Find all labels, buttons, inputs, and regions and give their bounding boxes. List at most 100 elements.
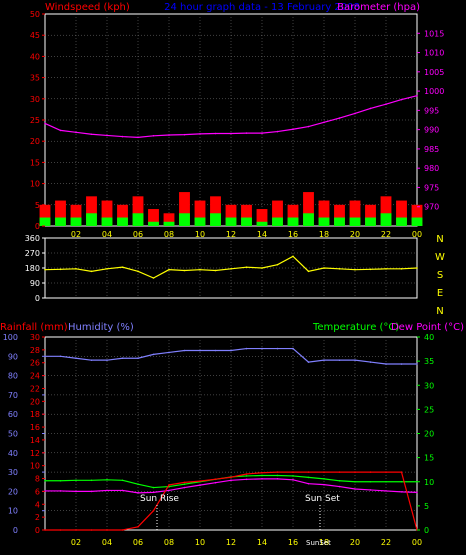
rainfall-axis-tick-label: 6: [35, 487, 40, 496]
temperature-axis-tick-label: 35: [424, 357, 434, 366]
direction-line-point: [385, 268, 387, 270]
direction-axis-tick-label: 270: [25, 249, 40, 258]
direction-axis-tick-label: 180: [25, 264, 40, 273]
wind-average-bar: [334, 217, 345, 226]
humidity-line-point: [323, 359, 325, 361]
wind-gust-bar: [55, 200, 66, 226]
header-rainfall: Rainfall (mm): [0, 322, 68, 333]
rainfall-axis-tick-label: 10: [30, 462, 40, 471]
humidity-line-point: [276, 347, 279, 350]
direction-line-point: [183, 269, 186, 272]
rainfall-axis-tick-label: 28: [30, 346, 40, 355]
direction-line-point: [44, 268, 46, 271]
top-x-tick-label: 14: [257, 230, 267, 239]
temperature-line-point: [354, 480, 356, 483]
rainfall-line-point: [369, 471, 372, 473]
rainfall-line-point: [276, 471, 279, 473]
header-windspeed: Windspeed (kph): [45, 2, 130, 13]
dewpoint-line-point: [75, 490, 77, 493]
barometer-axis-tick-label: 1005: [424, 68, 444, 77]
humidity-line-point: [230, 349, 232, 352]
temperature-line-point: [338, 479, 341, 482]
humidity-axis-tick-label: 60: [8, 410, 18, 419]
wind-gust-bar: [287, 204, 299, 226]
temperature-line-point: [245, 475, 248, 477]
wind-gust-bar: [70, 204, 82, 226]
rainfall-line-point: [385, 471, 387, 473]
dewpoint-line-point: [307, 482, 310, 485]
compass-label: S: [437, 270, 443, 281]
sunset-label: Sun Set: [305, 494, 340, 504]
windspeed-axis-tick-label: 30: [30, 95, 40, 104]
top-x-tick-label: 00: [412, 230, 422, 239]
temperature-line-point: [307, 476, 310, 479]
barometer-axis: 970 975 980 985 990 995 1000 1005 1010 1015: [417, 29, 444, 212]
top-x-tick-label: 06: [133, 230, 143, 239]
barometer-line-point: [168, 134, 170, 136]
humidity-axis-tick-label: 20: [8, 487, 18, 496]
rainfall-axis-tick-label: 2: [35, 513, 40, 522]
barometer-line-point: [261, 132, 263, 134]
barometer-axis-tick-label: 970: [424, 203, 439, 212]
compass-label: N: [436, 234, 443, 245]
bottom-x-tick-label: 02: [71, 538, 81, 547]
temperature-line-point: [90, 479, 93, 482]
dewpoint-line-point: [90, 490, 93, 493]
temperature-line-point: [137, 483, 139, 485]
barometer-line-point: [152, 135, 155, 137]
compass-label: E: [437, 288, 443, 299]
top-x-tick-label: 16: [288, 230, 298, 239]
temperature-line-point: [400, 480, 403, 483]
wind-average-bar: [287, 217, 299, 226]
rainfall-line-point: [307, 471, 310, 473]
rainfall-line-point: [59, 529, 62, 531]
rainfall-line-point: [338, 471, 341, 473]
wind-gust-bar: [396, 200, 407, 226]
wind-average-bar: [86, 213, 97, 226]
wind-gust-bar: [225, 204, 237, 226]
temperature-line-point: [75, 479, 77, 482]
wind-average-bar: [132, 213, 144, 226]
temperature-line-point: [183, 483, 186, 485]
rainfall-line-point: [323, 471, 325, 473]
humidity-axis-tick-label: 40: [8, 449, 18, 458]
temperature-axis-tick-label: 40: [424, 333, 434, 342]
direction-line-point: [214, 269, 217, 272]
barometer-line-point: [276, 130, 279, 133]
rainfall-line-point: [354, 471, 356, 473]
wind-average-bar: [349, 217, 361, 226]
wind-average-bar: [117, 217, 128, 226]
bottom-x-tick-label: 16: [288, 538, 298, 547]
humidity-line-point: [59, 355, 62, 358]
wind-average-bar: [241, 217, 252, 226]
temperature-line-point: [59, 479, 62, 482]
direction-line-point: [245, 266, 248, 268]
bottom-x-tick-label: 06: [133, 538, 143, 547]
dewpoint-line-point: [59, 490, 62, 492]
wind-gust-bar: [411, 204, 423, 226]
humidity-line-point: [400, 363, 403, 365]
wind-gust-bar: [241, 204, 252, 226]
bottom-x-tick-label: 22: [381, 538, 391, 547]
humidity-axis-tick-label: 10: [8, 507, 18, 516]
wind-average-bar: [225, 217, 237, 226]
wind-average-bar: [380, 213, 392, 226]
dewpoint-line-point: [338, 485, 341, 488]
barometer-series: [44, 94, 418, 139]
humidity-line-point: [106, 359, 108, 361]
dewpoint-series: [44, 478, 418, 494]
dewpoint-line-point: [183, 486, 186, 489]
wind-gust-bar: [194, 200, 206, 226]
wind-average-bar: [396, 217, 407, 226]
temperature-axis: 0 5 10 15 20 25 30 35 40: [417, 333, 434, 535]
time-axis: 02 02 04 04 06 06 08 08 10 10 12 12 14 14 16 16 18 18 20 20…: [71, 230, 422, 547]
barometer-line-point: [90, 133, 93, 136]
temperature-axis-tick-label: 30: [424, 381, 434, 390]
windspeed-axis-tick-label: 50: [30, 10, 40, 19]
windspeed-axis-tick-label: 35: [30, 74, 40, 83]
wind-gust-bar: [318, 200, 330, 226]
wind-average-bar: [318, 217, 330, 226]
bottom-x-tick-label: 12: [226, 538, 236, 547]
